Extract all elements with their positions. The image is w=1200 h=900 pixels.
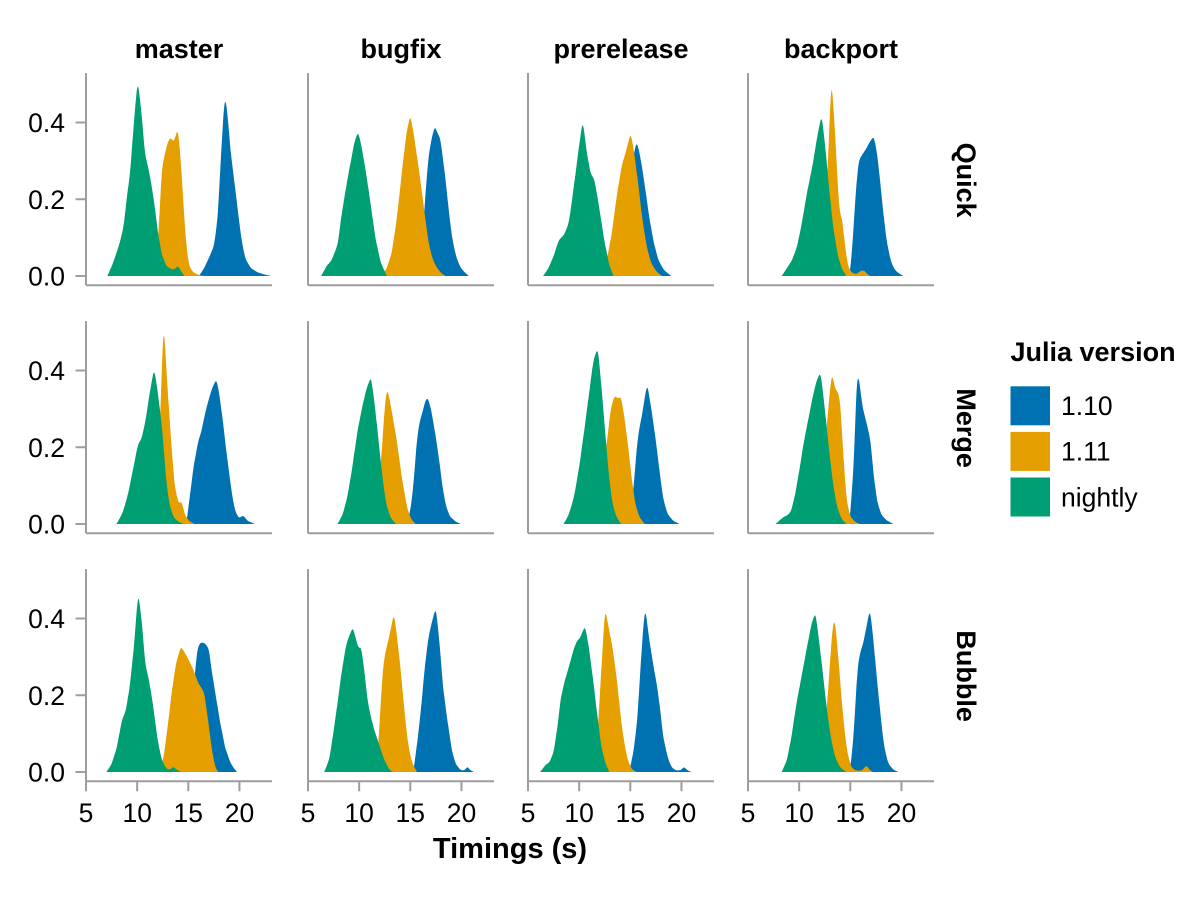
svg-text:Quick: Quick [951, 143, 981, 219]
svg-text:10: 10 [784, 798, 813, 828]
svg-text:0.4: 0.4 [28, 108, 65, 138]
svg-text:5: 5 [301, 798, 316, 828]
svg-text:nightly: nightly [1061, 482, 1138, 512]
svg-text:10: 10 [344, 798, 373, 828]
svg-text:10: 10 [122, 798, 151, 828]
svg-text:0.0: 0.0 [28, 262, 65, 292]
svg-text:5: 5 [741, 798, 756, 828]
svg-text:1.11: 1.11 [1061, 437, 1111, 467]
svg-text:15: 15 [174, 798, 203, 828]
svg-text:15: 15 [396, 798, 425, 828]
svg-text:Julia version: Julia version [1011, 337, 1176, 367]
svg-text:15: 15 [836, 798, 865, 828]
svg-text:1.10: 1.10 [1061, 391, 1113, 421]
svg-text:Merge: Merge [951, 388, 981, 468]
svg-text:0.2: 0.2 [28, 433, 65, 463]
svg-text:20: 20 [887, 798, 916, 828]
svg-text:0.2: 0.2 [28, 185, 65, 215]
svg-text:Bubble: Bubble [951, 630, 981, 722]
svg-text:0.0: 0.0 [28, 758, 65, 788]
svg-text:5: 5 [79, 798, 94, 828]
svg-text:15: 15 [616, 798, 645, 828]
svg-text:5: 5 [521, 798, 536, 828]
svg-text:20: 20 [667, 798, 696, 828]
svg-text:backport: backport [784, 34, 898, 64]
svg-text:10: 10 [564, 798, 593, 828]
svg-text:Timings (s): Timings (s) [433, 833, 587, 865]
svg-text:20: 20 [447, 798, 476, 828]
svg-text:0.4: 0.4 [28, 604, 65, 634]
svg-text:master: master [135, 34, 224, 64]
svg-text:0.4: 0.4 [28, 356, 65, 386]
svg-text:bugfix: bugfix [361, 34, 442, 64]
svg-text:0.0: 0.0 [28, 510, 65, 540]
svg-text:20: 20 [225, 798, 254, 828]
svg-text:prerelease: prerelease [553, 34, 688, 64]
svg-text:0.2: 0.2 [28, 681, 65, 711]
